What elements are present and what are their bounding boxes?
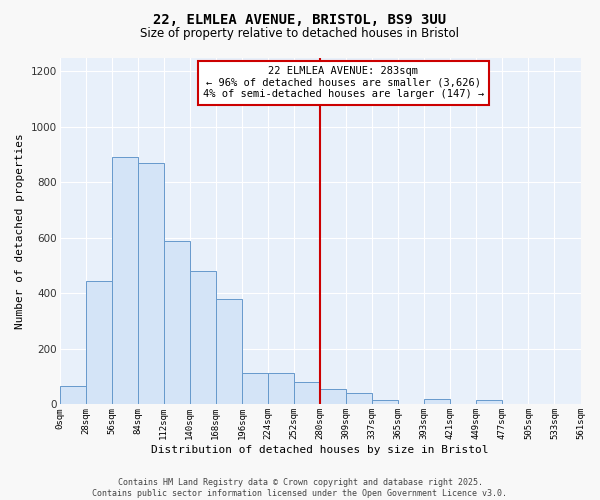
- Text: Size of property relative to detached houses in Bristol: Size of property relative to detached ho…: [140, 28, 460, 40]
- Bar: [346, 394, 372, 404]
- Bar: [190, 271, 216, 404]
- Bar: [242, 372, 268, 404]
- Bar: [59, 386, 86, 404]
- Bar: [476, 400, 502, 404]
- Bar: [112, 158, 138, 404]
- Bar: [268, 372, 294, 404]
- X-axis label: Distribution of detached houses by size in Bristol: Distribution of detached houses by size …: [151, 445, 489, 455]
- Bar: [216, 299, 242, 405]
- Text: 22, ELMLEA AVENUE, BRISTOL, BS9 3UU: 22, ELMLEA AVENUE, BRISTOL, BS9 3UU: [154, 12, 446, 26]
- Bar: [320, 389, 346, 404]
- Bar: [424, 399, 450, 404]
- Bar: [294, 382, 320, 404]
- Text: Contains HM Land Registry data © Crown copyright and database right 2025.
Contai: Contains HM Land Registry data © Crown c…: [92, 478, 508, 498]
- Bar: [372, 400, 398, 404]
- Bar: [164, 240, 190, 404]
- Y-axis label: Number of detached properties: Number of detached properties: [15, 133, 25, 329]
- Bar: [138, 163, 164, 404]
- Text: 22 ELMLEA AVENUE: 283sqm
← 96% of detached houses are smaller (3,626)
4% of semi: 22 ELMLEA AVENUE: 283sqm ← 96% of detach…: [203, 66, 484, 100]
- Bar: [86, 281, 112, 404]
